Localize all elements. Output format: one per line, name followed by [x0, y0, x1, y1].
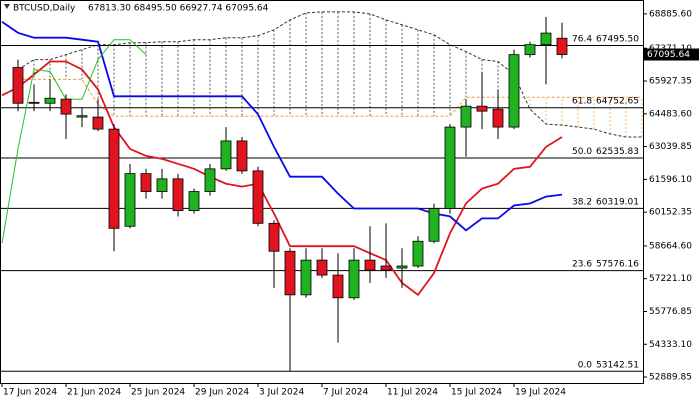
cloud-span: [18, 78, 642, 117]
fib-price: 62535.83: [596, 147, 639, 157]
candle-body: [92, 116, 104, 130]
candle-body: [460, 105, 472, 128]
fib-ratio: 76.4: [572, 34, 592, 44]
ohlc-label: 67813.30 68495.50 66927.74 67095.64: [88, 4, 269, 14]
candle-body: [332, 274, 344, 299]
candle-body: [380, 265, 392, 271]
y-tick-label: 64483.60: [649, 109, 692, 119]
candle-body: [268, 222, 280, 252]
x-tick-label: 19 Jul 2024: [515, 388, 566, 398]
price-marker-label: 67095.64: [647, 50, 690, 60]
y-tick-label: 63039.85: [649, 142, 692, 152]
candle-body: [28, 101, 40, 104]
price-marker: [644, 48, 699, 61]
fib-label: 23.6 57576.16: [572, 259, 639, 269]
y-tick-label: 61596.10: [649, 175, 692, 185]
candle-body: [188, 191, 200, 212]
y-tick-label: 57221.10: [649, 274, 692, 284]
y-tick-label: 60152.35: [649, 208, 692, 218]
candle-body: [556, 37, 568, 55]
candle-body: [172, 178, 184, 212]
y-tick-label: 65927.35: [649, 77, 692, 87]
candle-body: [108, 128, 120, 229]
candle-body: [476, 105, 488, 112]
fib-price: 60319.01: [596, 197, 639, 207]
y-tick-label: 54333.10: [649, 340, 692, 350]
candle-body: [444, 126, 456, 209]
fib-price: 57576.16: [596, 259, 639, 269]
fib-ratio: 23.6: [572, 259, 592, 269]
fib-label: 0.0 53142.51: [578, 360, 639, 370]
cloud-span: [17, 11, 642, 138]
fib-price: 53142.51: [596, 360, 639, 370]
candle-body: [12, 67, 24, 104]
fib-ratio: 0.0: [578, 360, 593, 370]
indicator-line: [1, 60, 563, 297]
y-tick-label: 52889.85: [649, 373, 692, 383]
y-tick-label: 55776.85: [649, 307, 692, 317]
x-tick-label: 17 Jun 2024: [3, 388, 57, 398]
fib-label: 76.4 67495.50: [572, 34, 639, 44]
x-tick-label: 25 Jun 2024: [131, 388, 185, 398]
candle-body: [44, 97, 56, 104]
candle-body: [316, 259, 328, 276]
candle-body: [76, 115, 88, 118]
symbol-icon: [4, 4, 10, 9]
candle-body: [428, 208, 440, 242]
candle-body: [140, 173, 152, 192]
fib-ratio: 38.2: [572, 197, 592, 207]
candle-body: [300, 259, 312, 296]
x-tick-label: 15 Jul 2024: [451, 388, 502, 398]
x-tick-label: 7 Jul 2024: [323, 388, 368, 398]
candle-body: [284, 250, 296, 296]
x-tick-label: 29 Jun 2024: [195, 388, 249, 398]
candle-body: [204, 168, 216, 192]
fib-price: 64752.65: [596, 96, 639, 106]
fib-label: 61.8 64752.65: [572, 96, 639, 106]
indicator-line: [1, 39, 147, 244]
candle-body: [524, 44, 536, 56]
x-tick-label: 21 Jun 2024: [67, 388, 121, 398]
candle-body: [540, 32, 552, 46]
candle-body: [492, 108, 504, 128]
plot-area: 76.4 67495.50 61.8 64752.65 50.0 62535.83 38.2…: [0, 11, 643, 372]
candle-body: [508, 54, 520, 128]
indicator-line: [1, 21, 563, 232]
candle-body: [220, 140, 232, 170]
candle-body: [364, 259, 376, 271]
fib-label: 38.2 60319.01: [572, 197, 639, 207]
candle-body: [348, 259, 360, 299]
candle-body: [236, 140, 248, 172]
fib-label: 50.0 62535.83: [572, 147, 639, 157]
fib-ratio: 50.0: [572, 147, 592, 157]
fib-ratio: 61.8: [572, 96, 592, 106]
candle-body: [396, 265, 408, 269]
candle-body: [412, 240, 424, 267]
candle-body: [60, 98, 72, 115]
candle-body: [124, 173, 136, 227]
y-tick-label: 68885.60: [649, 9, 692, 19]
candle-body: [156, 178, 168, 192]
candle-body: [252, 170, 264, 224]
chart-title: BTCUSD,Daily: [13, 4, 76, 14]
x-tick-label: 3 Jul 2024: [259, 388, 304, 398]
y-tick-label: 58664.60: [649, 241, 692, 251]
x-tick-label: 11 Jul 2024: [387, 388, 438, 398]
fib-price: 67495.50: [596, 34, 639, 44]
